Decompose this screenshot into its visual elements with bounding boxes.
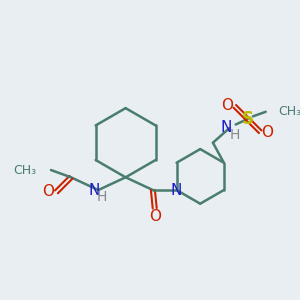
Text: H: H (97, 190, 107, 204)
Text: O: O (149, 209, 161, 224)
Text: CH₃: CH₃ (278, 105, 300, 118)
Text: CH₃: CH₃ (13, 164, 36, 176)
Text: O: O (42, 184, 54, 200)
Text: N: N (221, 120, 232, 135)
Text: S: S (242, 110, 254, 128)
Text: O: O (262, 125, 274, 140)
Text: O: O (221, 98, 233, 113)
Text: N: N (89, 182, 100, 197)
Text: N: N (171, 182, 182, 197)
Text: H: H (230, 128, 240, 142)
